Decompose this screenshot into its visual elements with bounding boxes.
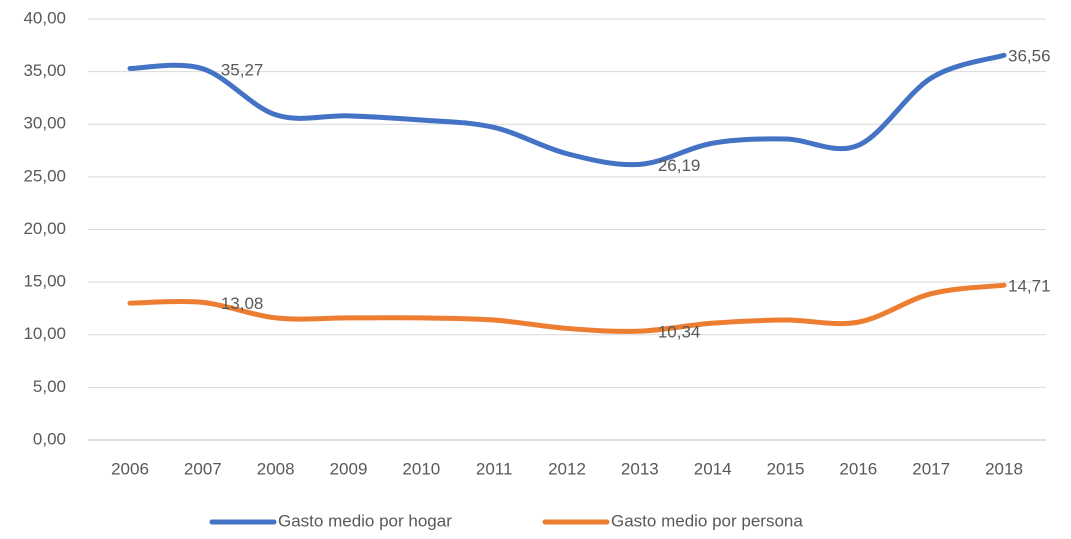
y-tick-label: 30,00: [23, 114, 66, 133]
x-tick-label: 2016: [839, 459, 877, 478]
y-tick-label: 10,00: [23, 324, 66, 343]
x-tick-label: 2013: [621, 459, 659, 478]
data-label: 10,34: [658, 323, 701, 342]
x-tick-label: 2006: [111, 459, 149, 478]
data-label: 14,71: [1008, 277, 1051, 296]
x-tick-label: 2009: [330, 459, 368, 478]
y-tick-label: 40,00: [23, 8, 66, 27]
x-tick-label: 2017: [912, 459, 950, 478]
x-tick-label: 2012: [548, 459, 586, 478]
line: [127, 52, 1007, 168]
x-tick-label: 2014: [694, 459, 732, 478]
y-tick-label: 20,00: [23, 219, 66, 238]
data-label: 26,19: [658, 156, 701, 175]
x-tick-label: 2015: [767, 459, 805, 478]
x-tick-label: 2007: [184, 459, 222, 478]
y-tick-label: 25,00: [23, 166, 66, 185]
legend-label: Gasto medio por hogar: [278, 511, 452, 530]
y-tick-label: 5,00: [33, 377, 66, 396]
x-tick-label: 2011: [476, 459, 513, 478]
data-label: 35,27: [221, 60, 264, 79]
y-tick-label: 35,00: [23, 61, 66, 80]
data-label: 36,56: [1008, 47, 1051, 66]
y-tick-label: 15,00: [23, 272, 66, 291]
x-tick-label: 2018: [985, 459, 1023, 478]
legend-label: Gasto medio por persona: [611, 511, 803, 530]
x-tick-label: 2008: [257, 459, 295, 478]
line: [127, 282, 1007, 334]
data-label: 13,08: [221, 294, 264, 313]
y-tick-label: 0,00: [33, 429, 66, 448]
x-tick-label: 2010: [402, 459, 440, 478]
